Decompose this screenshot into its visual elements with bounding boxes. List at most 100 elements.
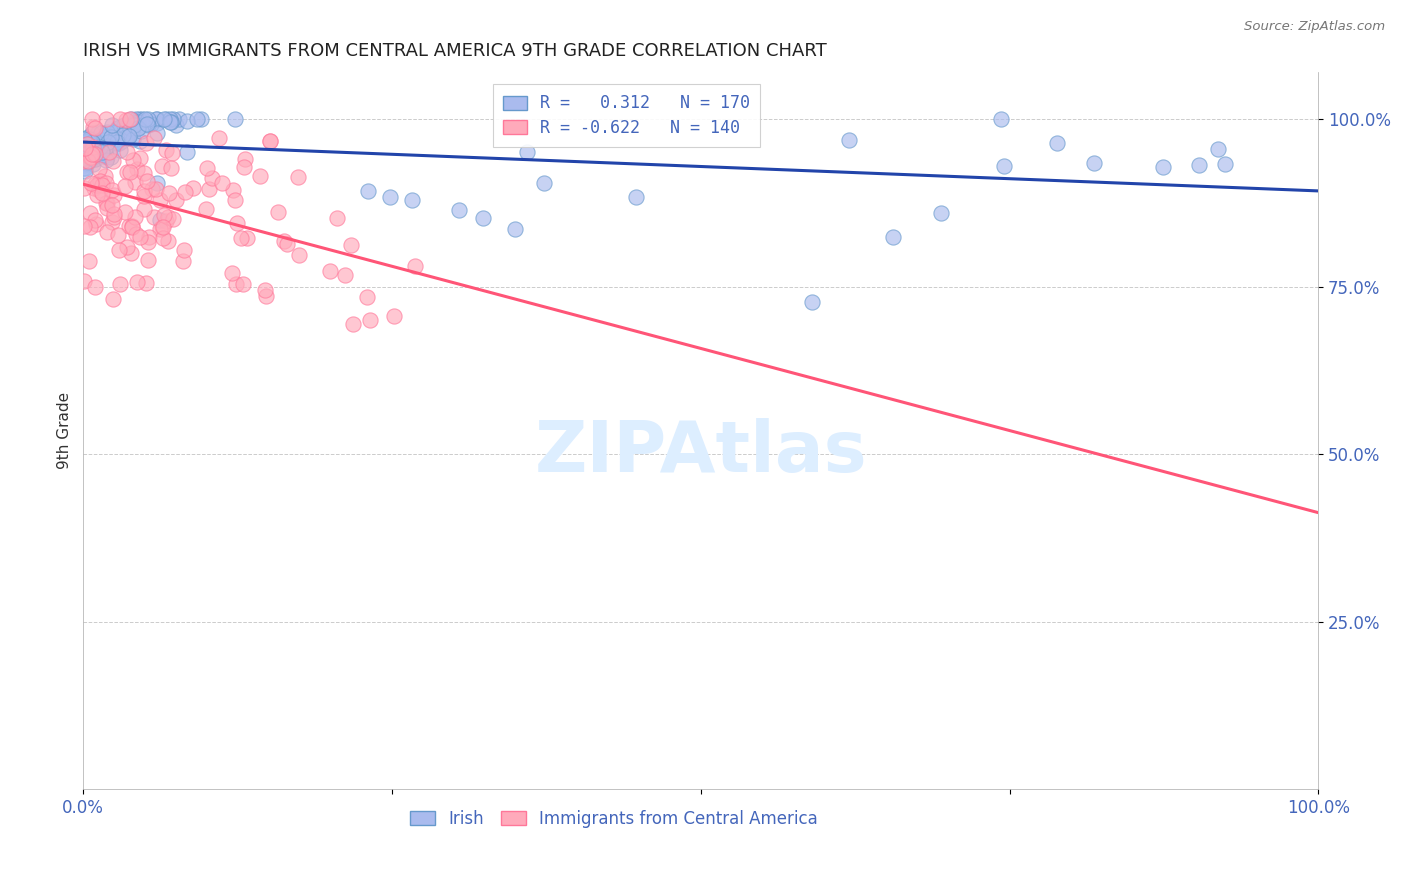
Point — [801, 294, 824, 309]
Point — [100, 130, 122, 145]
Point — [83, 153, 105, 167]
Point — [114, 204, 136, 219]
Point — [124, 114, 146, 128]
Point — [73, 136, 96, 151]
Point — [103, 188, 125, 202]
Point — [103, 129, 125, 144]
Point — [990, 112, 1012, 127]
Point — [94, 195, 117, 210]
Point — [125, 112, 148, 127]
Point — [838, 133, 860, 147]
Point — [149, 222, 172, 236]
Point — [84, 136, 107, 150]
Point — [94, 126, 117, 140]
Point — [84, 144, 107, 158]
Point — [127, 115, 149, 129]
Point — [110, 122, 132, 136]
Point — [162, 211, 184, 226]
Point — [1046, 136, 1069, 150]
Point — [624, 190, 647, 204]
Point — [176, 114, 198, 128]
Point — [84, 120, 107, 135]
Point — [107, 125, 129, 139]
Point — [195, 161, 218, 175]
Point — [146, 112, 169, 127]
Point — [86, 138, 108, 153]
Point — [122, 119, 145, 133]
Point — [333, 268, 356, 283]
Point — [149, 193, 172, 207]
Point — [91, 148, 114, 162]
Point — [86, 125, 108, 139]
Point — [80, 145, 103, 159]
Point — [90, 144, 112, 158]
Point — [80, 144, 103, 158]
Point — [87, 183, 110, 197]
Point — [89, 131, 111, 145]
Point — [96, 150, 118, 164]
Point — [101, 215, 124, 229]
Point — [115, 113, 138, 128]
Point — [153, 112, 176, 127]
Point — [96, 139, 118, 153]
Point — [201, 171, 224, 186]
Point — [77, 134, 100, 148]
Point — [96, 177, 118, 191]
Point — [165, 193, 187, 207]
Point — [76, 138, 98, 153]
Point — [359, 313, 381, 327]
Point — [125, 227, 148, 241]
Point — [84, 141, 107, 155]
Point — [84, 146, 107, 161]
Point — [155, 214, 177, 228]
Point — [287, 170, 309, 185]
Point — [118, 124, 141, 138]
Point — [91, 138, 114, 153]
Point — [90, 186, 112, 200]
Point — [138, 230, 160, 244]
Point — [100, 133, 122, 147]
Point — [226, 216, 249, 230]
Point — [91, 149, 114, 163]
Point — [96, 201, 118, 215]
Point — [129, 124, 152, 138]
Point — [73, 142, 96, 156]
Point — [89, 136, 111, 150]
Point — [86, 143, 108, 157]
Point — [146, 126, 169, 140]
Point — [120, 112, 142, 127]
Point — [1215, 157, 1237, 171]
Point — [124, 175, 146, 189]
Point — [108, 244, 131, 258]
Point — [129, 230, 152, 244]
Point — [97, 135, 120, 149]
Point — [131, 112, 153, 127]
Text: ZIPAtlas: ZIPAtlas — [534, 417, 868, 487]
Point — [122, 118, 145, 132]
Point — [84, 280, 107, 294]
Point — [108, 277, 131, 291]
Point — [111, 128, 134, 142]
Point — [503, 221, 526, 235]
Point — [87, 144, 110, 158]
Point — [254, 283, 277, 297]
Point — [190, 112, 212, 127]
Point — [73, 180, 96, 194]
Point — [75, 156, 97, 170]
Point — [86, 178, 108, 192]
Point — [103, 154, 125, 169]
Point — [73, 132, 96, 146]
Point — [145, 112, 167, 127]
Point — [79, 153, 101, 168]
Point — [79, 140, 101, 154]
Point — [121, 153, 143, 167]
Point — [80, 112, 103, 127]
Point — [91, 178, 114, 192]
Point — [233, 153, 256, 167]
Point — [159, 112, 181, 127]
Point — [138, 235, 160, 249]
Point — [83, 143, 105, 157]
Point — [128, 112, 150, 127]
Point — [356, 290, 378, 304]
Point — [94, 169, 117, 183]
